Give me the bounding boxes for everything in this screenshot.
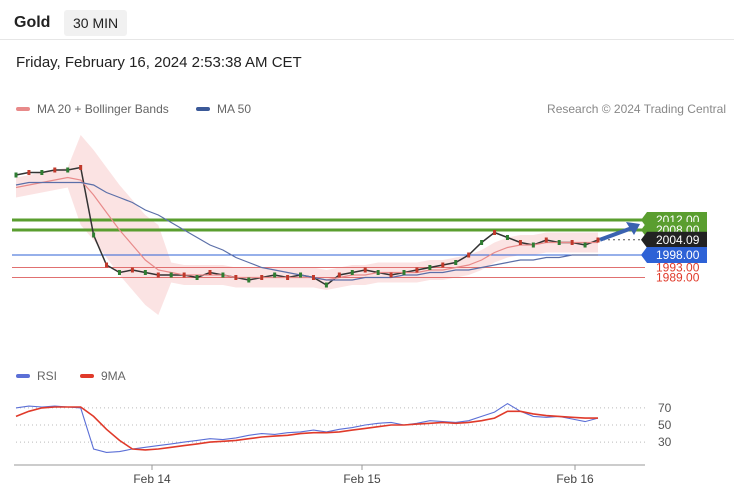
timeframe-badge[interactable]: 30 MIN [64, 10, 128, 36]
price-label-pointer-3 [641, 247, 647, 263]
price-candle [428, 265, 432, 270]
x-tick-label-2: Feb 16 [556, 472, 594, 486]
price-candle [130, 267, 134, 273]
ma20-swatch [16, 107, 30, 111]
price-label-3: 1998.00 [656, 248, 700, 262]
legend-9ma: 9MA [80, 369, 126, 383]
price-candle [260, 275, 264, 280]
price-label-box-3 [647, 247, 707, 263]
legend-rsi: RSI [16, 369, 57, 383]
price-candle [441, 262, 445, 268]
legend-rsi-label: RSI [37, 369, 58, 383]
price-candle [311, 275, 315, 280]
top-bar: Gold 30 MIN [0, 0, 734, 40]
price-candle [169, 272, 173, 278]
price-candle [273, 272, 277, 278]
price-candle [143, 270, 147, 275]
price-candle [596, 237, 600, 243]
price-candle [350, 270, 354, 275]
price-candle [570, 240, 574, 245]
price-candle [480, 240, 484, 245]
x-tick-label-0: Feb 14 [133, 472, 171, 486]
price-candle [467, 252, 471, 258]
price-candle [27, 170, 31, 175]
price-candle [324, 282, 328, 288]
forecast-arrow-head [626, 222, 640, 235]
price-candle [389, 272, 393, 278]
price-label-box-2 [647, 231, 707, 248]
price-candle [105, 262, 109, 268]
price-candle [79, 165, 83, 170]
legend-ma50: MA 50 [196, 102, 251, 116]
price-candle [299, 272, 303, 278]
price-candle [518, 240, 522, 245]
forecast-arrow-shaft [599, 226, 633, 242]
rsi-series-0 [15, 402, 599, 453]
price-candle [208, 270, 212, 275]
price-series-2 [15, 181, 598, 281]
price-label-4: 1993.00 [656, 261, 700, 275]
price-candle [66, 167, 70, 173]
price-candle [493, 230, 497, 235]
price-candle [505, 235, 509, 240]
legend-ma20: MA 20 + Bollinger Bands [16, 102, 169, 116]
price-candle [117, 270, 121, 275]
research-credit: Research © 2024 Trading Central [547, 102, 726, 116]
price-candle [415, 267, 419, 273]
price-candle [53, 167, 57, 173]
price-label-2: 2004.09 [656, 233, 700, 247]
price-candle [531, 242, 535, 248]
price-candle [234, 275, 238, 280]
price-candle [156, 272, 160, 278]
rsi-series-1 [15, 406, 598, 451]
price-candle [363, 267, 367, 273]
price-candle [40, 170, 44, 175]
datetime-label: Friday, February 16, 2024 2:53:38 AM CET [16, 54, 302, 71]
price-candle [92, 232, 96, 238]
price-series-1 [15, 176, 598, 281]
price-candle [337, 272, 341, 278]
price-candle [544, 237, 548, 243]
rsi-swatch [16, 374, 30, 378]
price-label-pointer-2 [641, 231, 647, 248]
ma50-swatch [196, 107, 210, 111]
legend-ma20-label: MA 20 + Bollinger Bands [37, 102, 169, 116]
price-candle [454, 260, 458, 265]
price-candle [195, 275, 199, 280]
bollinger-band-area [16, 135, 598, 315]
price-candle [286, 275, 290, 280]
price-candle [557, 240, 561, 245]
price-candle [14, 172, 18, 178]
price-candle [182, 272, 186, 278]
rsi-tick-label-70: 70 [658, 401, 672, 415]
price-candle [221, 272, 225, 278]
price-candle [402, 270, 406, 275]
x-tick-label-1: Feb 15 [343, 472, 381, 486]
price-candle [376, 270, 380, 275]
price-candle [583, 242, 587, 248]
price-candle [247, 277, 251, 283]
instrument-title: Gold [14, 14, 51, 31]
legend-9ma-label: 9MA [101, 369, 126, 383]
rsi-tick-label-50: 50 [658, 418, 672, 432]
price-label-5: 1989.00 [656, 271, 700, 285]
9ma-swatch [80, 374, 94, 378]
legend-ma50-label: MA 50 [217, 102, 252, 116]
rsi-tick-label-30: 30 [658, 435, 672, 449]
